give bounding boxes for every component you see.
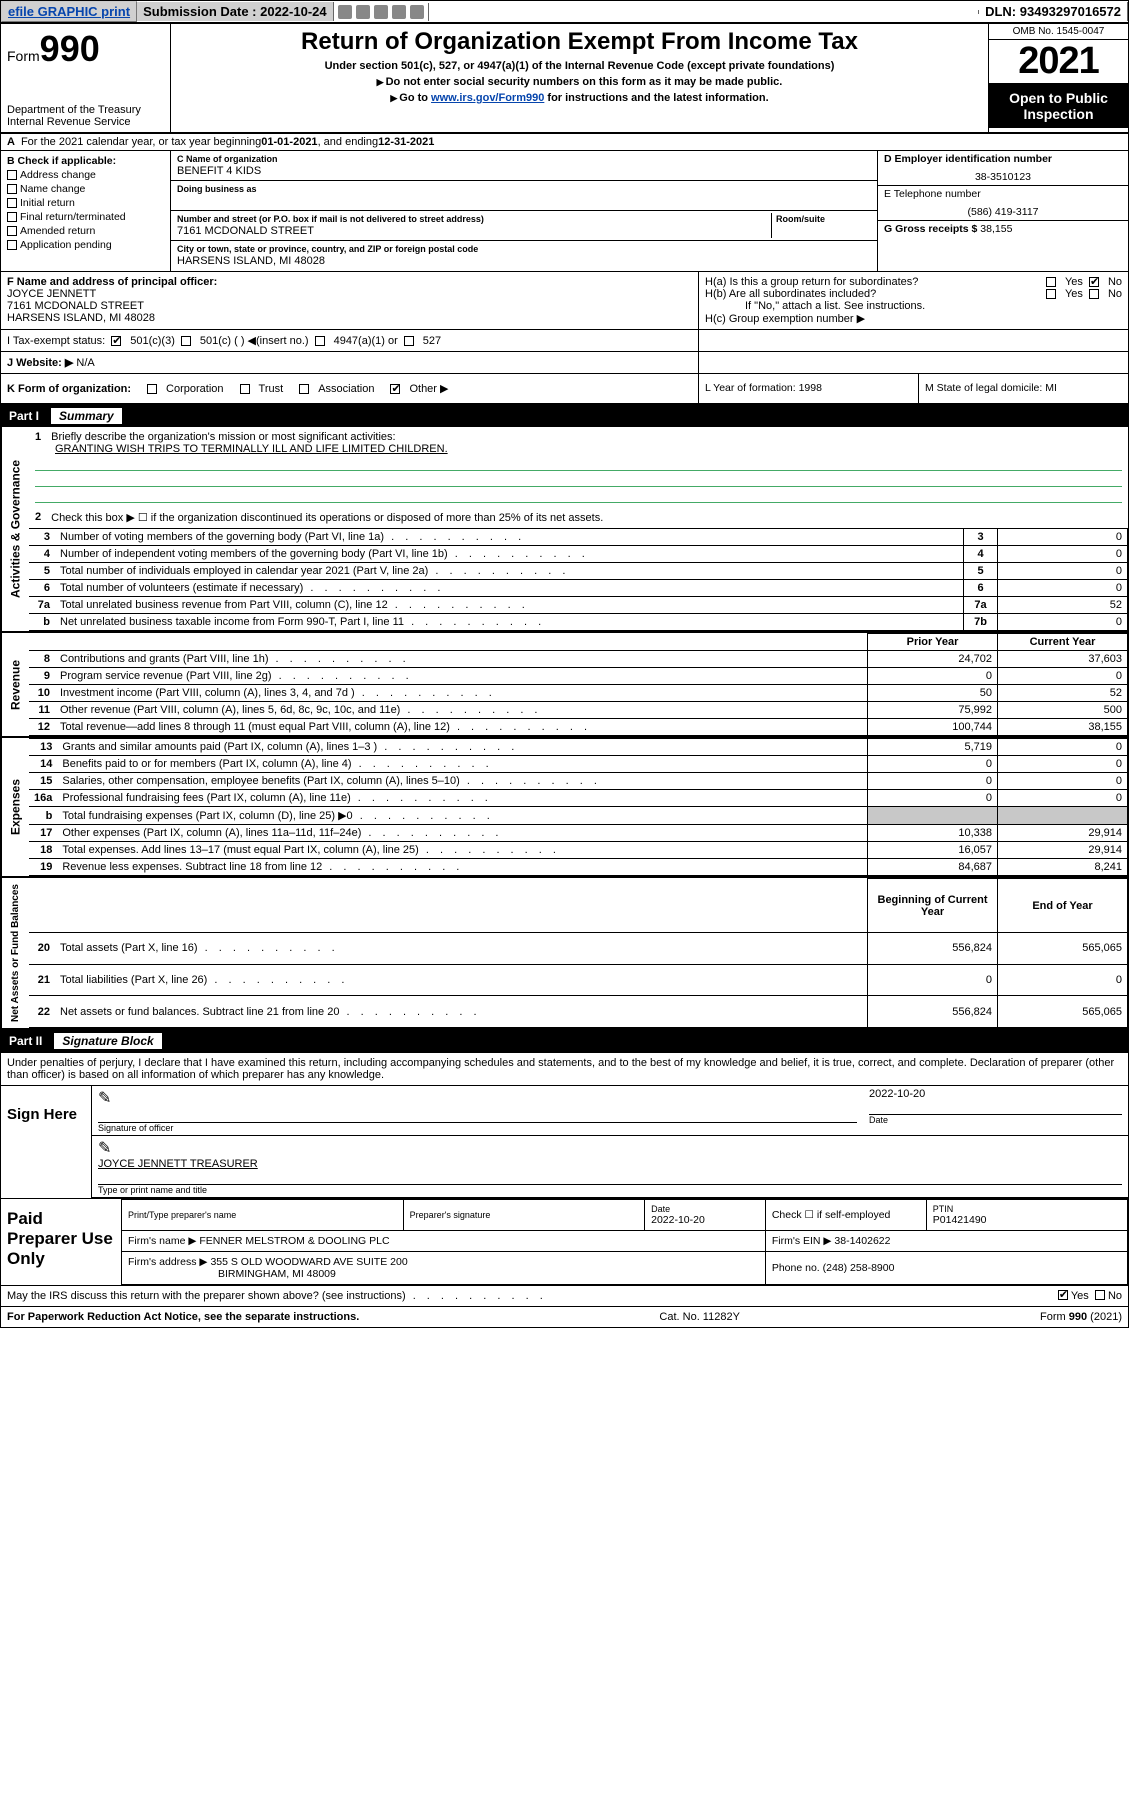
city-state-zip: HARSENS ISLAND, MI 48028 — [177, 255, 325, 267]
checkbox-option[interactable]: Address change — [7, 169, 164, 181]
vlabel-expenses: Expenses — [1, 738, 29, 876]
efile-print-button[interactable]: efile GRAPHIC print — [1, 1, 137, 22]
discuss-row: May the IRS discuss this return with the… — [1, 1285, 1128, 1306]
tool-icon[interactable] — [356, 5, 370, 19]
row-k-form-org: K Form of organization: CorporationTrust… — [1, 373, 1128, 405]
telephone: (586) 419-3117 — [884, 206, 1122, 218]
website: N/A — [76, 357, 94, 369]
sign-here-label: Sign Here — [1, 1086, 91, 1198]
signature-block: Under penalties of perjury, I declare th… — [1, 1052, 1128, 1198]
section-activities-governance: Activities & Governance 1Briefly describ… — [1, 427, 1128, 633]
firm-name: FENNER MELSTROM & DOOLING PLC — [199, 1235, 389, 1247]
paid-preparer-label: Paid Preparer Use Only — [1, 1199, 121, 1285]
row-a-tax-year: A For the 2021 calendar year, or tax yea… — [1, 134, 1128, 151]
page-footer: For Paperwork Reduction Act Notice, see … — [1, 1306, 1128, 1327]
col-c-name-address: C Name of organizationBENEFIT 4 KIDS Doi… — [171, 151, 878, 271]
dln: DLN: 93493297016572 — [979, 2, 1128, 21]
gross-receipts: 38,155 — [980, 223, 1012, 235]
firm-ein: 38-1402622 — [834, 1235, 890, 1247]
form-note-2: Go to www.irs.gov/Form990 for instructio… — [179, 92, 980, 104]
preparer-table: Print/Type preparer's name Preparer's si… — [121, 1199, 1128, 1285]
paid-preparer-block: Paid Preparer Use Only Print/Type prepar… — [1, 1198, 1128, 1285]
open-to-public: Open to Public Inspection — [989, 84, 1128, 128]
street: 7161 MCDONALD STREET — [177, 225, 314, 237]
icon-toolbar — [334, 3, 429, 21]
tool-icon[interactable] — [410, 5, 424, 19]
part-1-header: Part I Summary — [1, 405, 1128, 427]
spacer — [429, 10, 979, 14]
org-name: BENEFIT 4 KIDS — [177, 165, 261, 177]
checkbox-501c3[interactable] — [111, 336, 121, 346]
form-subtitle: Under section 501(c), 527, or 4947(a)(1)… — [179, 60, 980, 72]
section-expenses: Expenses 13Grants and similar amounts pa… — [1, 738, 1128, 878]
firm-phone: (248) 258-8900 — [823, 1262, 895, 1274]
section-net-assets: Net Assets or Fund Balances Beginning of… — [1, 878, 1128, 1030]
form-note-1: Do not enter social security numbers on … — [179, 76, 980, 88]
form-page: Form990 Department of the Treasury Inter… — [0, 23, 1129, 1328]
checkbox-option[interactable]: Final return/terminated — [7, 211, 164, 223]
officer-name-title: JOYCE JENNETT TREASURER — [98, 1158, 258, 1170]
discuss-yes-checkbox[interactable] — [1058, 1290, 1068, 1300]
top-toolbar: efile GRAPHIC print Submission Date : 20… — [0, 0, 1129, 23]
ein: 38-3510123 — [884, 171, 1122, 183]
officer-name: JOYCE JENNETT — [7, 288, 96, 300]
row-j-website: J Website: ▶ N/A — [1, 351, 1128, 373]
entity-info-grid: B Check if applicable: Address changeNam… — [1, 151, 1128, 271]
sig-date: 2022-10-20 — [869, 1088, 925, 1100]
form-number: Form990 — [7, 28, 164, 70]
irs-link[interactable]: www.irs.gov/Form990 — [431, 92, 544, 104]
mission-text: GRANTING WISH TRIPS TO TERMINALLY ILL AN… — [35, 443, 1122, 455]
col-b-checkboxes: B Check if applicable: Address changeNam… — [1, 151, 171, 271]
checkbox-option[interactable]: Application pending — [7, 239, 164, 251]
checkbox-option[interactable]: Amended return — [7, 225, 164, 237]
net-assets-table: Beginning of Current YearEnd of Year20To… — [29, 878, 1128, 1028]
row-i-tax-status: I Tax-exempt status: 501(c)(3) 501(c) ( … — [1, 329, 1128, 351]
form-990-footer: Form 990 (2021) — [1040, 1311, 1122, 1323]
tool-icon[interactable] — [338, 5, 352, 19]
vlabel-activities: Activities & Governance — [1, 427, 29, 631]
revenue-table: Prior YearCurrent Year8Contributions and… — [29, 633, 1128, 736]
checkbox-option[interactable]: Initial return — [7, 197, 164, 209]
omb-number: OMB No. 1545-0047 — [989, 24, 1128, 40]
row-f-officer: F Name and address of principal officer:… — [1, 271, 1128, 329]
section-revenue: Revenue Prior YearCurrent Year8Contribut… — [1, 633, 1128, 738]
expenses-table: 13Grants and similar amounts paid (Part … — [29, 738, 1128, 876]
tax-year: 2021 — [989, 40, 1128, 84]
col-d-ein-phone: D Employer identification number38-35101… — [878, 151, 1128, 271]
submission-date: Submission Date : 2022-10-24 — [137, 2, 334, 21]
vlabel-net-assets: Net Assets or Fund Balances — [1, 878, 29, 1028]
perjury-declaration: Under penalties of perjury, I declare th… — [1, 1053, 1128, 1086]
dept-treasury: Department of the Treasury Internal Reve… — [7, 104, 164, 128]
form-header: Form990 Department of the Treasury Inter… — [1, 24, 1128, 134]
governance-table: 3Number of voting members of the governi… — [29, 528, 1128, 631]
tool-icon[interactable] — [392, 5, 406, 19]
vlabel-revenue: Revenue — [1, 633, 29, 736]
checkbox-option[interactable]: Name change — [7, 183, 164, 195]
part-2-header: Part II Signature Block — [1, 1030, 1128, 1052]
tool-icon[interactable] — [374, 5, 388, 19]
year-formation: L Year of formation: 1998 — [698, 374, 918, 403]
ptin: P01421490 — [933, 1214, 987, 1226]
state-domicile: M State of legal domicile: MI — [918, 374, 1128, 403]
form-title: Return of Organization Exempt From Incom… — [179, 28, 980, 56]
